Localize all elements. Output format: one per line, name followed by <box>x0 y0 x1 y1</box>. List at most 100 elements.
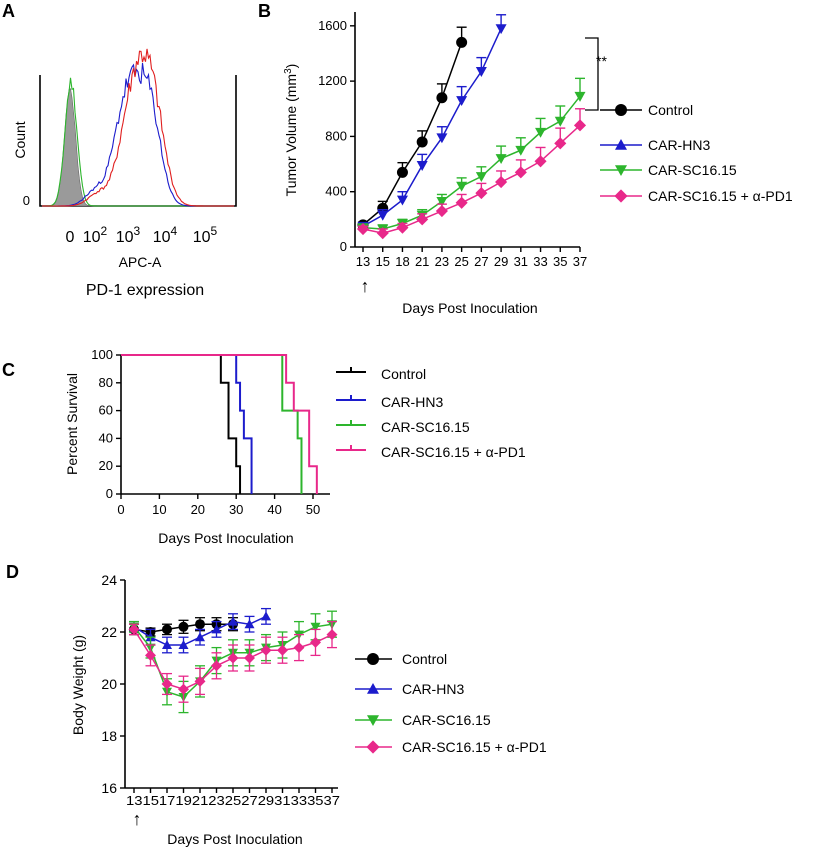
panel-d-point <box>277 644 288 656</box>
panel-c-plot: 0 20 40 60 80 100 0 10 20 30 40 50 <box>91 347 330 517</box>
panel-b-tumor-volume: Tumor Volume (mm3) 0 400 800 1200 1600 13 15 18… <box>283 12 793 316</box>
panel-d-ylabel: Body Weight (g) <box>70 635 86 735</box>
panel-d-ytick-label: 22 <box>101 624 117 640</box>
panel-d-point <box>211 660 222 672</box>
panel-c-xtick-label: 20 <box>191 502 205 517</box>
panel-b-point <box>535 127 547 138</box>
panel-b-point <box>396 195 408 206</box>
panel-d-legend: Control CAR-HN3 CAR-SC16.15 CAR-SC16.15 + α… <box>355 651 547 755</box>
panel-b-point <box>436 133 448 144</box>
panel-b-point <box>356 222 370 236</box>
panel-b-point <box>554 116 566 127</box>
panel-d-point <box>162 640 172 649</box>
panel-b-xtick-label: 21 <box>415 254 429 269</box>
panel-d-treatment-arrow: ↑ <box>133 809 142 829</box>
panel-b-point <box>455 196 468 209</box>
panel-d-legend-label: CAR-HN3 <box>402 681 464 697</box>
panel-d-point <box>178 683 189 695</box>
panel-d-point <box>228 616 238 626</box>
panel-d-point <box>244 652 255 664</box>
panel-c-survival-curve <box>121 354 253 494</box>
panel-b-xtick-label: 31 <box>514 254 528 269</box>
panel-c-ytick-label: 60 <box>99 403 113 418</box>
panel-b-point <box>495 175 508 189</box>
panel-d-point <box>178 621 189 632</box>
panel-d-ytick-label: 20 <box>101 676 117 692</box>
panel-b-point <box>376 227 389 240</box>
panel-a-curves <box>41 48 234 207</box>
panel-d-legend-marker <box>366 740 380 754</box>
panel-d-ytick-label: 24 <box>101 572 117 588</box>
panel-c-ylabel: Percent Survival <box>64 373 80 475</box>
panel-b-series <box>357 14 507 232</box>
panel-b-legend-marker <box>614 189 628 203</box>
panel-b-significance-bracket <box>585 37 599 111</box>
panel-a-histogram: Count 0 0 102 103 104 105 APC-A PD-1 express… <box>12 48 237 299</box>
panel-c-legend-label: CAR-SC16.15 + α-PD1 <box>381 444 526 460</box>
panel-b-legend-marker <box>615 139 627 150</box>
panel-c-letter: C <box>2 360 15 380</box>
panel-b-point <box>456 96 468 106</box>
panel-b-xtick-label: 29 <box>494 254 508 269</box>
panel-c-xtick-label: 50 <box>306 502 320 517</box>
panel-b-point <box>515 145 527 156</box>
panel-b-xtick-label: 27 <box>474 254 488 269</box>
panel-c-xtick-label: 0 <box>117 502 124 517</box>
panel-b-point <box>495 24 507 35</box>
panel-b-point <box>534 155 547 168</box>
panel-b-legend-label: CAR-SC16.15 <box>648 162 737 178</box>
panel-b-point <box>396 166 408 178</box>
panel-d-point <box>195 619 205 630</box>
panel-b-ytick-label: 0 <box>340 239 347 254</box>
panel-c-survival-curve <box>121 354 303 494</box>
panel-b-series-line <box>362 124 581 234</box>
panel-a-xtick-label: 103 <box>116 224 141 246</box>
panel-d-body-weight: Body Weight (g) 16 18 20 22 24 13151719212325… <box>70 572 547 847</box>
panel-c-ytick-label: 80 <box>99 375 113 390</box>
panel-c-legend-label: CAR-SC16.15 <box>381 419 470 435</box>
panel-b-point <box>495 154 507 165</box>
panel-b-series <box>357 77 586 235</box>
panel-c-ytick-label: 40 <box>99 430 113 445</box>
panel-b-ytick-label: 400 <box>325 184 347 199</box>
panel-a-xtick-label: 104 <box>153 224 178 246</box>
panel-b-point <box>475 187 488 200</box>
panel-b-letter: B <box>258 1 271 21</box>
panel-c-xtick-label: 40 <box>267 502 281 517</box>
panel-c-survival-curve <box>121 354 318 494</box>
panel-d-point <box>211 624 222 634</box>
panel-d-plot: 16 18 20 22 24 13151719212325272931333537 <box>101 572 340 808</box>
panel-c-ytick-label: 20 <box>99 458 113 473</box>
panel-d-point <box>178 640 189 649</box>
panel-d-point <box>310 622 321 632</box>
panel-d-point <box>145 649 156 661</box>
panel-b-point <box>416 213 429 226</box>
panel-d-legend-label: CAR-SC16.15 + α-PD1 <box>402 739 547 755</box>
panel-b-point <box>514 166 527 179</box>
panel-c-xtick-label: 30 <box>229 502 243 517</box>
panel-d-legend-marker <box>367 653 379 665</box>
panel-b-point <box>377 210 389 221</box>
panel-b-xtick-label: 35 <box>553 254 567 269</box>
panel-a-ylabel: Count <box>12 121 28 158</box>
panel-c-legend-label: Control <box>381 366 426 382</box>
panel-a-xlabel: APC-A <box>119 254 162 270</box>
panel-c-legend: Control CAR-HN3 CAR-SC16.15 CAR-SC16.15 + α… <box>336 366 526 460</box>
panel-a-caption: PD-1 expression <box>86 282 204 299</box>
panel-a-y-zero: 0 <box>23 193 30 208</box>
panel-b-significance: ** <box>596 53 607 69</box>
panel-d-xtick-labels: 13151719212325272931333537 <box>126 793 340 808</box>
panel-d-legend-marker <box>367 715 379 726</box>
panel-b-xtick-label: 13 <box>356 254 370 269</box>
panel-b-point <box>396 221 409 234</box>
panel-b-point <box>435 205 448 218</box>
panel-c-ytick-label: 0 <box>106 486 113 501</box>
panel-b-point <box>475 67 487 77</box>
panel-b-series <box>356 108 587 240</box>
panel-b-point <box>554 137 567 150</box>
panel-b-series-line <box>362 95 581 230</box>
panel-b-xtick-label: 15 <box>375 254 389 269</box>
panel-d-point <box>260 644 272 656</box>
panel-b-series <box>357 26 468 231</box>
panel-d-legend-label: CAR-SC16.15 <box>402 712 491 728</box>
